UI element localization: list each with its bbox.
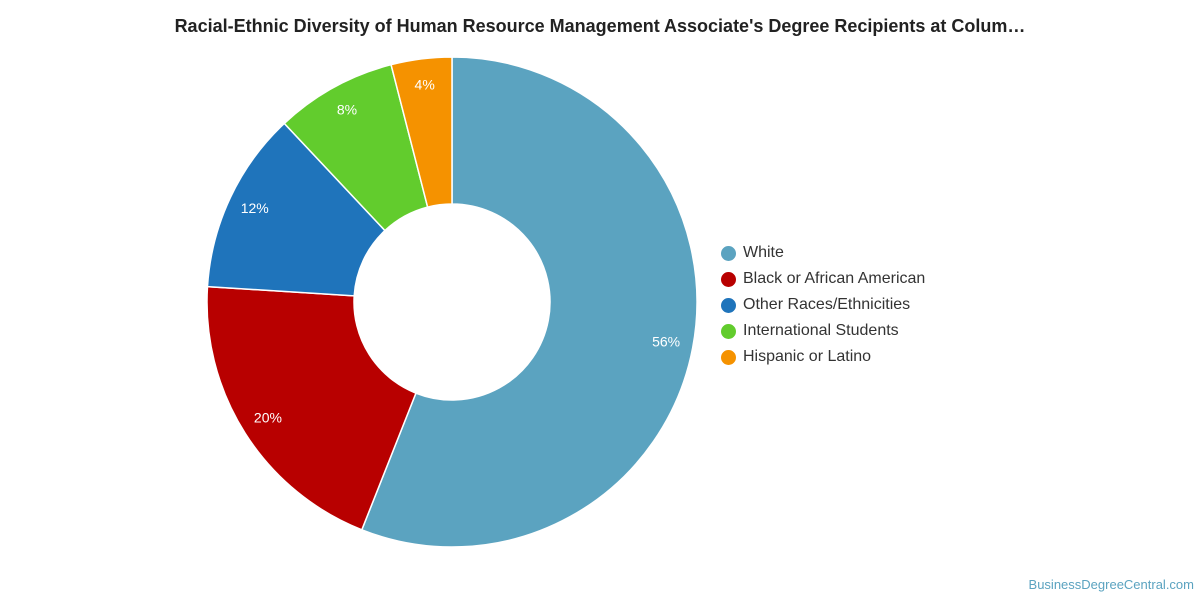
slice-white[interactable] — [360, 56, 698, 548]
legend-label: White — [743, 244, 784, 261]
legend-label: International Students — [743, 322, 899, 339]
slice-label: 56% — [652, 334, 680, 350]
slice-hispanic-or-latino[interactable] — [390, 56, 453, 208]
legend-item[interactable]: Black or African American — [721, 266, 925, 292]
legend-swatch — [721, 297, 736, 313]
legend-label: Black or African American — [743, 270, 926, 287]
slice-other-races-ethnicities[interactable] — [206, 122, 386, 297]
legend-swatch — [721, 271, 736, 287]
slice-label: 8% — [337, 102, 357, 118]
slice-label: 4% — [415, 76, 435, 92]
legend-swatch — [721, 349, 736, 365]
legend-swatch — [721, 323, 736, 339]
legend-label: Other Races/Ethnicities — [743, 296, 911, 313]
legend-label: Hispanic or Latino — [743, 348, 872, 365]
slice-label: 20% — [254, 410, 282, 426]
legend-item[interactable]: Other Races/Ethnicities — [721, 292, 925, 318]
legend-swatch — [721, 245, 736, 261]
legend-item[interactable]: International Students — [721, 318, 925, 344]
chart-legend: White Black or African American Other Race… — [721, 240, 925, 370]
slice-black-or-african-american[interactable] — [206, 285, 417, 531]
legend-item[interactable]: Hispanic or Latino — [721, 344, 925, 370]
slice-label: 12% — [241, 200, 269, 216]
chart-title: Racial-Ethnic Diversity of Human Resourc… — [174, 16, 1026, 36]
watermark[interactable]: BusinessDegreeCentral.com — [1028, 577, 1194, 592]
legend-item[interactable]: White — [721, 240, 925, 266]
